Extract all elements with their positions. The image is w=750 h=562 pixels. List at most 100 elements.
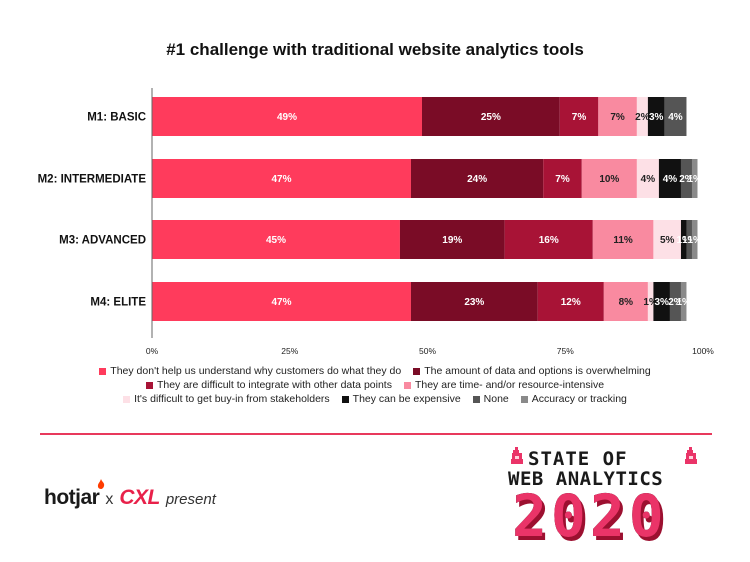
report-year: 2020 <box>512 482 668 550</box>
data-label: 11% <box>613 235 633 246</box>
data-label: 2% <box>679 174 694 185</box>
report-title-line1: STATE OF <box>528 448 628 470</box>
data-label: 19% <box>442 235 462 246</box>
legend-swatch <box>472 396 480 403</box>
bar-segment <box>410 159 544 198</box>
bar-segment <box>636 159 659 198</box>
data-label: 5% <box>660 235 675 246</box>
legend-swatch <box>520 396 528 403</box>
category-label: M1: BASIC <box>87 112 146 124</box>
divider <box>40 433 712 435</box>
legend-label: It's difficult to get buy-in from stakeh… <box>134 393 330 405</box>
legend-item: They don't help us understand why custom… <box>99 365 401 378</box>
chart-title: #1 challenge with traditional website an… <box>166 40 584 59</box>
legend-label: None <box>483 393 509 405</box>
legend: They don't help us understand why custom… <box>40 365 710 406</box>
bar-segment <box>592 220 654 259</box>
legend-item: They are time- and/or resource-intensive <box>403 379 604 392</box>
legend-label: They don't help us understand why custom… <box>110 365 402 377</box>
bar-segment <box>653 282 670 321</box>
bar-segment <box>691 220 698 259</box>
category-label: M3: ADVANCED <box>59 235 146 247</box>
legend-swatch <box>413 368 421 375</box>
bar-segment <box>559 97 599 136</box>
present-text: present <box>165 491 216 508</box>
bar-segment <box>680 282 687 321</box>
legend-item: The amount of data and options is overwh… <box>413 365 651 378</box>
data-label: 12% <box>561 297 581 308</box>
data-label: 1% <box>676 235 691 246</box>
data-label: 4% <box>641 174 656 185</box>
hotjar-wordmark: hotjar <box>44 486 100 509</box>
data-label: 49% <box>277 112 297 123</box>
bar-segment <box>680 220 687 259</box>
data-label: 47% <box>271 297 291 308</box>
report-title-line2: WEB ANALYTICS <box>508 468 664 490</box>
data-label: 1% <box>688 235 703 246</box>
data-label: 1% <box>682 235 697 246</box>
data-label: 10% <box>599 174 619 185</box>
data-label: 2% <box>668 297 683 308</box>
bar-segment <box>680 159 692 198</box>
category-label: M4: ELITE <box>90 297 146 309</box>
data-label: 7% <box>610 112 625 123</box>
bar-segment <box>581 159 637 198</box>
times-symbol: x <box>105 491 114 508</box>
state-of-web-analytics-logo: STATE OF WEB ANALYTICS 2020 <box>508 445 720 555</box>
category-label: M2: INTERMEDIATE <box>38 174 147 186</box>
legend-label: The amount of data and options is overwh… <box>424 365 651 377</box>
cxl-logo: CXL <box>119 486 160 509</box>
legend-label: They are difficult to integrate with oth… <box>156 379 392 391</box>
legend-item: They can be expensive <box>341 393 461 406</box>
data-label: 1% <box>676 297 691 308</box>
bar-segment <box>410 282 538 321</box>
legend-label: They can be expensive <box>352 393 461 405</box>
data-label: 7% <box>572 112 587 123</box>
x-tick-label: 0% <box>146 346 159 356</box>
legend-item: Accuracy or tracking <box>520 393 627 406</box>
legend-label: Accuracy or tracking <box>531 393 627 405</box>
data-label: 1% <box>643 297 658 308</box>
legend-item: It's difficult to get buy-in from stakeh… <box>123 393 330 406</box>
legend-swatch <box>99 368 107 375</box>
x-tick-label: 100% <box>692 346 714 356</box>
legend-swatch <box>123 396 131 403</box>
bar-segment <box>152 159 411 198</box>
pixel-flame-icon <box>685 447 697 464</box>
stacked-bar-chart: M1: BASIC 49% 25% 7% 7% 2% 3% 4%M2: INTERMEDIAT… <box>38 88 714 356</box>
bar-segment <box>664 97 687 136</box>
x-tick-label: 25% <box>281 346 298 356</box>
data-label: 25% <box>481 112 501 123</box>
data-label: 45% <box>266 235 286 246</box>
bar-segment <box>647 97 665 136</box>
bar-segment <box>537 282 604 321</box>
data-label: 4% <box>668 112 683 123</box>
bar-segment <box>658 159 681 198</box>
bar-segment <box>603 282 648 321</box>
x-tick-label: 50% <box>419 346 436 356</box>
flame-icon <box>97 479 105 489</box>
bar-segment <box>152 282 411 321</box>
data-label: 8% <box>619 297 634 308</box>
bar-segment <box>647 282 654 321</box>
data-label: 3% <box>654 297 669 308</box>
data-label: 47% <box>271 174 291 185</box>
data-label: 1% <box>688 174 703 185</box>
bar-segment <box>152 220 400 259</box>
legend-swatch <box>403 382 411 389</box>
data-label: 3% <box>649 112 664 123</box>
data-label: 7% <box>555 174 570 185</box>
bar-segment <box>653 220 681 259</box>
bar-segment <box>636 97 648 136</box>
legend-swatch <box>145 382 153 389</box>
bar-segment <box>669 282 681 321</box>
data-label: 4% <box>663 174 678 185</box>
pixel-flame-icon <box>511 447 523 464</box>
bar-segment <box>598 97 637 136</box>
bar-segment <box>421 97 560 136</box>
data-label: 23% <box>464 297 484 308</box>
bar-segment <box>399 220 505 259</box>
bar-segment <box>543 159 582 198</box>
bar-segment <box>152 97 422 136</box>
